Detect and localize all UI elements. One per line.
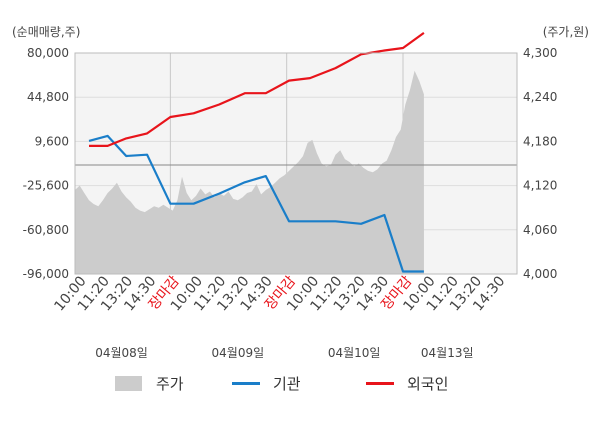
- y-left-tick-label: 80,000: [27, 46, 69, 60]
- y-right-tick-label: 4,240: [523, 90, 557, 104]
- plot-border: [74, 52, 518, 275]
- legend-swatch: [115, 376, 142, 391]
- y-left-tick-label: -25,600: [23, 179, 69, 193]
- left-axis-unit: (순매매량,주): [12, 25, 80, 39]
- legend-label: 외국인: [407, 375, 448, 393]
- y-left-tick-label: 44,800: [27, 90, 69, 104]
- legend: 주가 기관 외국인: [115, 375, 448, 393]
- institution-line: [88, 134, 424, 273]
- y-left-tick-label: 9,600: [35, 134, 69, 148]
- legend-swatch: [366, 382, 394, 385]
- day-label: 04월09일: [212, 346, 265, 360]
- price-area: [75, 70, 424, 274]
- y-right-tick-label: 4,120: [523, 179, 557, 193]
- legend-price: 주가: [115, 375, 184, 393]
- y-right-tick-label: 4,000: [523, 267, 557, 281]
- right-axis-unit: (주가,원): [543, 25, 589, 39]
- y-left-tick-label: -96,000: [23, 267, 69, 281]
- y-left-tick-label: -60,800: [23, 223, 69, 237]
- legend-swatch: [232, 382, 260, 385]
- day-label: 04월08일: [95, 346, 148, 360]
- y-right-tick-label: 4,180: [523, 134, 557, 148]
- foreign-line: [89, 32, 425, 147]
- day-label: 04월10일: [328, 346, 381, 360]
- legend-institution: 기관: [232, 375, 301, 393]
- plot-area: 80,000 44,800 9,600 -25,600 -60,800 -96,000 4,…: [23, 32, 557, 360]
- legend-foreign: 외국인: [366, 375, 448, 393]
- day-label: 04월13일: [421, 346, 474, 360]
- y-right-tick-label: 4,060: [523, 223, 557, 237]
- legend-label: 기관: [273, 375, 301, 393]
- y-right-tick-label: 4,300: [523, 46, 557, 60]
- legend-label: 주가: [156, 375, 184, 393]
